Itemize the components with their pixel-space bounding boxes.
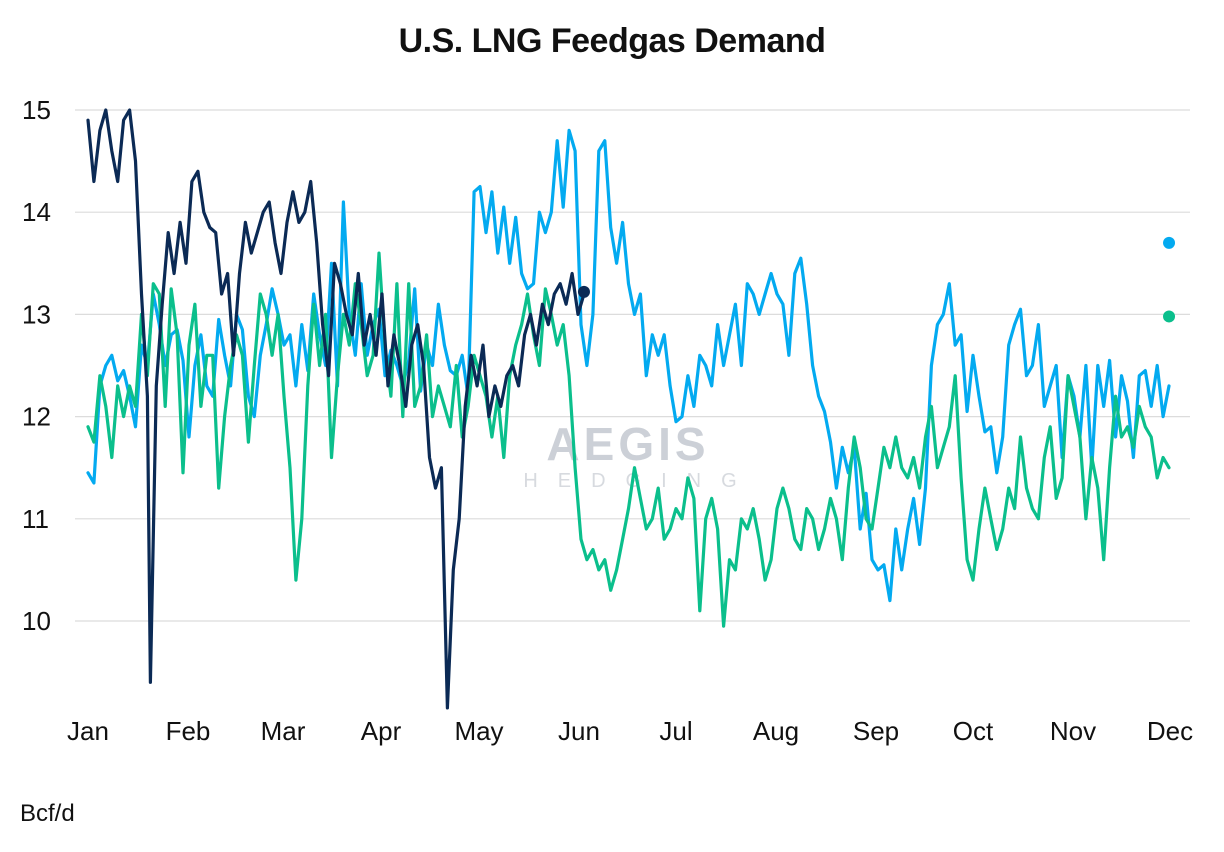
x-tick-label-oct: Oct [953,716,994,746]
series-endpoint-marker-2 [1163,310,1176,323]
series-endpoint-marker-3 [577,285,590,298]
x-tick-label-sep: Sep [853,716,899,746]
x-tick-label-mar: Mar [261,716,306,746]
x-tick-label-aug: Aug [753,716,799,746]
series-line-2 [86,251,1171,628]
y-axis-ticks: 10 11 12 13 14 15 [22,95,51,636]
x-tick-label-jun: Jun [558,716,600,746]
y-tick-label: 15 [22,95,51,125]
x-tick-label-jan: Jan [67,716,109,746]
y-tick-label: 12 [22,402,51,432]
y-axis-unit-label: Bcf/d [20,800,75,827]
series-endpoints [577,236,1176,323]
series-lines [86,108,1171,710]
series-line-1 [86,128,1171,603]
series-endpoint-marker-1 [1163,236,1176,249]
x-tick-label-feb: Feb [166,716,211,746]
chart-title: U.S. LNG Feedgas Demand [398,22,826,60]
x-tick-label-jul: Jul [659,716,692,746]
watermark: AEGIS HEDGING [523,418,736,492]
grid-lines [75,109,1190,622]
y-tick-label: 13 [22,299,51,329]
x-tick-label-apr: Apr [361,716,402,746]
x-axis-ticks: Jan Feb Mar Apr May Jun Jul Aug Sep Oct Nov Dec [67,716,1193,746]
y-tick-label: 11 [22,504,49,534]
x-tick-label-dec: Dec [1147,716,1193,746]
x-tick-label-nov: Nov [1050,716,1096,746]
y-tick-label: 10 [22,606,51,636]
series-line-3 [86,108,586,710]
y-tick-label: 14 [22,197,51,227]
x-tick-label-may: May [454,716,503,746]
